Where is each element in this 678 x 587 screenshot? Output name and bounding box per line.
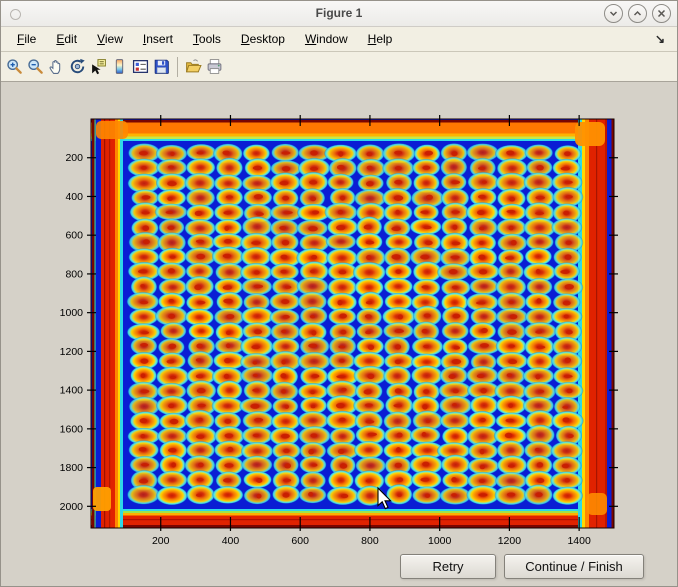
zoom-out-icon: [27, 58, 44, 75]
insert-legend-icon: [132, 58, 149, 75]
x-tick-label: 1400: [567, 535, 591, 547]
x-tick-label: 600: [291, 535, 309, 547]
menu-bar: FileEditViewInsertToolsDesktopWindowHelp…: [1, 27, 677, 52]
menu-edit[interactable]: Edit: [46, 29, 87, 49]
y-tick-label: 1400: [60, 385, 84, 397]
x-tick-label: 1000: [428, 535, 452, 547]
zoom-out-button[interactable]: [25, 55, 46, 79]
y-tick-label: 1600: [60, 423, 84, 435]
close-window-icon: [656, 8, 667, 19]
menu-help[interactable]: Help: [358, 29, 403, 49]
figure-window: Figure 1 FileEditViewInsertToolsDesktopW…: [0, 0, 678, 587]
y-tick-label: 1800: [60, 462, 84, 474]
data-cursor-button[interactable]: [88, 55, 109, 79]
menu-tools[interactable]: Tools: [183, 29, 231, 49]
open-button[interactable]: [183, 55, 204, 79]
rotate-3d-icon: [69, 58, 86, 75]
data-cursor-icon: [90, 58, 107, 75]
shade-window-icon: [608, 8, 619, 19]
y-tick-label: 600: [65, 230, 83, 242]
y-tick-label: 1000: [60, 307, 84, 319]
print-button[interactable]: [204, 55, 225, 79]
y-tick-label: 200: [65, 152, 83, 164]
y-tick-label: 2000: [60, 501, 84, 513]
colorbar-icon: [111, 58, 128, 75]
close-window-button[interactable]: [652, 4, 671, 23]
plot-area[interactable]: 200 400 600 800 1000 1200 1400 200 400 600 800 1000…: [1, 82, 678, 587]
title-bar: Figure 1: [1, 1, 677, 27]
figure-canvas: 200 400 600 800 1000 1200 1400 200 400 600 800 1000…: [1, 82, 678, 587]
x-tick-label: 800: [361, 535, 379, 547]
print-icon: [206, 58, 223, 75]
menu-file[interactable]: File: [7, 29, 46, 49]
menu-view[interactable]: View: [87, 29, 133, 49]
y-tick-label: 400: [65, 191, 83, 203]
zoom-in-icon: [6, 58, 23, 75]
x-tick-label: 400: [222, 535, 240, 547]
toolbar: [1, 52, 677, 82]
open-icon: [185, 58, 202, 75]
zoom-in-button[interactable]: [4, 55, 25, 79]
continue-finish-button[interactable]: Continue / Finish: [504, 554, 644, 579]
shade-window-button[interactable]: [604, 4, 623, 23]
x-tick-label: 1200: [498, 535, 522, 547]
menu-insert[interactable]: Insert: [133, 29, 183, 49]
window-controls: [604, 4, 671, 23]
pan-button[interactable]: [46, 55, 67, 79]
menu-window[interactable]: Window: [295, 29, 358, 49]
rotate-3d-button[interactable]: [67, 55, 88, 79]
colorbar-button[interactable]: [109, 55, 130, 79]
retry-button[interactable]: Retry: [400, 554, 496, 579]
dock-figure-icon[interactable]: ↘: [655, 32, 677, 46]
pan-icon: [48, 58, 65, 75]
maximize-window-icon: [632, 8, 643, 19]
save-icon: [153, 58, 170, 75]
toolbar-separator: [177, 57, 178, 77]
maximize-window-button[interactable]: [628, 4, 647, 23]
y-tick-label: 1200: [60, 346, 84, 358]
menu-desktop[interactable]: Desktop: [231, 29, 295, 49]
x-tick-label: 200: [152, 535, 170, 547]
insert-legend-button[interactable]: [130, 55, 151, 79]
save-button[interactable]: [151, 55, 172, 79]
window-title: Figure 1: [1, 6, 677, 20]
y-tick-label: 800: [65, 268, 83, 280]
